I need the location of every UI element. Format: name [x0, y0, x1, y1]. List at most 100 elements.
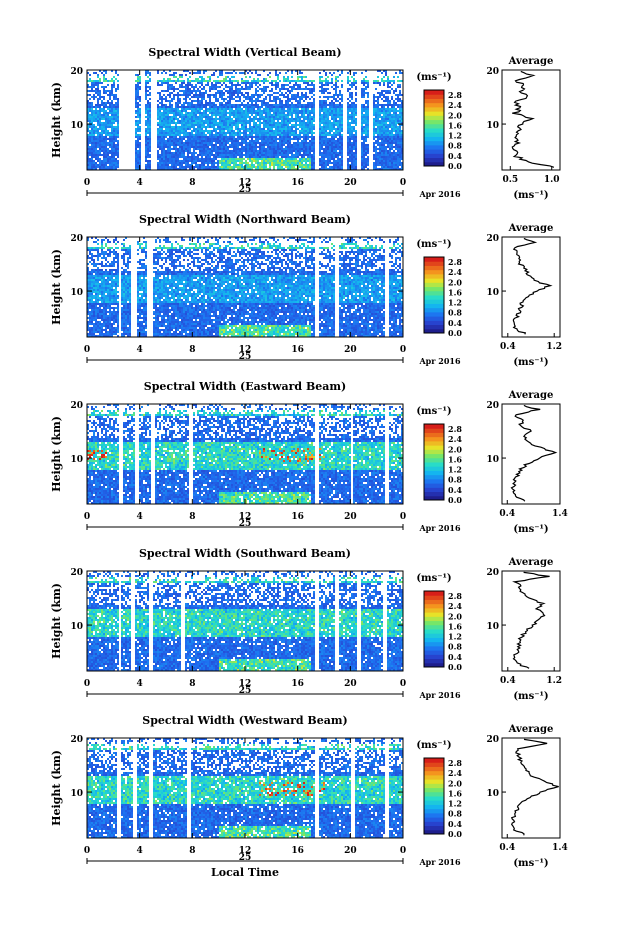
- x-tick-label: 20: [344, 345, 357, 355]
- colorbar-segment: [424, 257, 444, 262]
- day-label: 25: [239, 853, 252, 863]
- date-label: Apr 2016: [418, 189, 461, 199]
- colorbar-tick-label: 1.6: [448, 454, 462, 464]
- colorbar-segment: [424, 470, 444, 475]
- colorbar-segment: [424, 141, 444, 146]
- colorbar-segment: [424, 479, 444, 484]
- colorbar-segment: [424, 120, 444, 125]
- colorbar-tick-label: 1.2: [448, 131, 462, 141]
- colorbar-segment: [424, 98, 444, 103]
- colorbar-tick-label: 2.8: [448, 424, 462, 434]
- colorbar-tick-label: 0.4: [448, 151, 462, 161]
- colorbar-segment: [424, 826, 444, 831]
- colorbar-segment: [424, 604, 444, 609]
- x-tick-label: 0: [400, 345, 406, 355]
- avg-y-tick-label: 10: [486, 455, 499, 465]
- heatmap-cells: [87, 237, 403, 337]
- y-tick-label: 10: [70, 455, 83, 465]
- avg-x-tick-label: 0.5: [502, 175, 518, 185]
- colorbar-segment: [424, 424, 444, 429]
- x-tick-label: 0: [400, 512, 406, 522]
- date-label: Apr 2016: [418, 356, 461, 366]
- colorbar-segment: [424, 111, 444, 116]
- colorbar-segment: [424, 90, 444, 95]
- y-tick-label: 20: [70, 67, 83, 77]
- avg-y-tick-label: 10: [486, 789, 499, 799]
- heatmap-cells: [87, 404, 403, 504]
- panel-title: Spectral Width (Westward Beam): [142, 714, 347, 727]
- panel-3: Spectral Width (Eastward Beam)2010Height…: [50, 380, 568, 535]
- x-tick-label: 16: [291, 345, 304, 355]
- colorbar-segment: [424, 821, 444, 826]
- y-tick-label: 10: [70, 121, 83, 131]
- colorbar-segment: [424, 115, 444, 120]
- colorbar-segment: [424, 492, 444, 497]
- avg-x-tick-label: 0.4: [499, 843, 515, 853]
- colorbar-segment: [424, 779, 444, 784]
- colorbar-segment: [424, 149, 444, 154]
- colorbar-segment: [424, 642, 444, 647]
- date-label: Apr 2016: [418, 857, 461, 867]
- average-title: Average: [508, 223, 554, 234]
- day-label: 25: [239, 185, 252, 195]
- average-title: Average: [508, 724, 554, 735]
- colorbar-segment: [424, 107, 444, 112]
- avg-y-tick-label: 20: [486, 67, 499, 77]
- colorbar-segment: [424, 103, 444, 108]
- colorbar-segment: [424, 287, 444, 292]
- x-tick-label: 16: [291, 679, 304, 689]
- heatmap-cells: [87, 571, 403, 671]
- colorbar-segment: [424, 308, 444, 313]
- average-frame: [502, 70, 560, 170]
- spectral-width-figure: Spectral Width (Vertical Beam)2010Height…: [0, 0, 624, 929]
- y-tick-label: 10: [70, 789, 83, 799]
- x-tick-label: 8: [189, 178, 195, 188]
- colorbar-tick-label: 0.4: [448, 318, 462, 328]
- colorbar-segment: [424, 625, 444, 630]
- colorbar-segment: [424, 128, 444, 133]
- x-tick-label: 8: [189, 512, 195, 522]
- avg-x-tick-label: 0.4: [499, 509, 515, 519]
- colorbar-tick-label: 0.8: [448, 809, 462, 819]
- x-tick-label: 20: [344, 178, 357, 188]
- colorbar-segment: [424, 796, 444, 801]
- colorbar-tick-label: 2.8: [448, 257, 462, 267]
- colorbar-segment: [424, 591, 444, 596]
- colorbar-segment: [424, 775, 444, 780]
- colorbar-tick-label: 0.4: [448, 485, 462, 495]
- y-axis-label: Height (km): [50, 583, 63, 659]
- colorbar-tick-label: 1.6: [448, 788, 462, 798]
- colorbar-tick-label: 0.8: [448, 308, 462, 318]
- y-axis-label: Height (km): [50, 82, 63, 158]
- x-tick-label: 4: [137, 512, 143, 522]
- colorbar-segment: [424, 261, 444, 266]
- colorbar-tick-label: 2.4: [448, 768, 462, 778]
- colorbar-segment: [424, 483, 444, 488]
- avg-x-label: (ms⁻¹): [513, 357, 548, 368]
- colorbar-tick-label: 0.0: [448, 495, 462, 505]
- colorbar-tick-label: 1.6: [448, 120, 462, 130]
- x-tick-label: 4: [137, 178, 143, 188]
- average-title: Average: [508, 390, 554, 401]
- panel-title: Spectral Width (Southward Beam): [139, 547, 351, 560]
- avg-x-tick-label: 1.0: [544, 175, 560, 185]
- colorbar-segment: [424, 487, 444, 492]
- x-tick-label: 0: [400, 679, 406, 689]
- colorbar-tick-label: 0.0: [448, 829, 462, 839]
- colorbar-segment: [424, 124, 444, 129]
- colorbar-tick-label: 1.2: [448, 799, 462, 809]
- colorbar-segment: [424, 783, 444, 788]
- x-tick-label: 16: [291, 512, 304, 522]
- x-tick-label: 0: [84, 679, 90, 689]
- colorbar-segment: [424, 441, 444, 446]
- avg-y-tick-label: 10: [486, 121, 499, 131]
- colorbar-tick-label: 2.4: [448, 100, 462, 110]
- x-tick-label: 8: [189, 846, 195, 856]
- colorbar-segment: [424, 462, 444, 467]
- colorbar-tick-label: 0.4: [448, 652, 462, 662]
- colorbar-tick-label: 1.2: [448, 632, 462, 642]
- colorbar-segment: [424, 295, 444, 300]
- colorbar-segment: [424, 325, 444, 330]
- x-tick-label: 20: [344, 846, 357, 856]
- colorbar-segment: [424, 432, 444, 437]
